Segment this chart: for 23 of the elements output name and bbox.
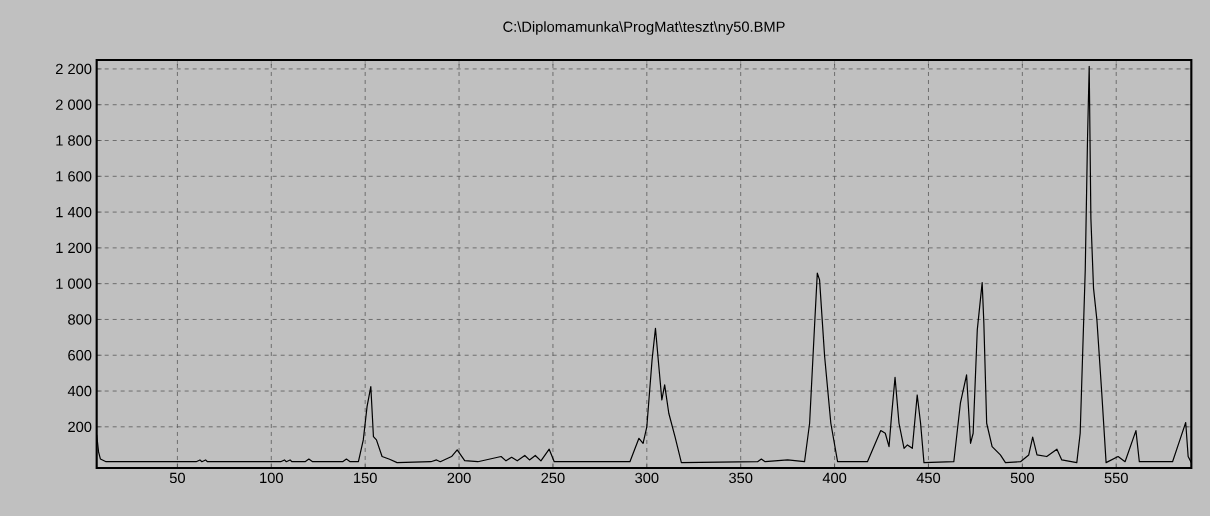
chart-title: C:\Diplomamunka\ProgMat\teszt\ny50.BMP (503, 21, 785, 35)
x-tick-label: 500 (1010, 472, 1034, 484)
x-tick-label: 200 (447, 472, 471, 484)
y-tick-label: 1 600 (56, 171, 92, 182)
x-tick-label: 300 (635, 472, 659, 484)
y-tick-label: 2 200 (56, 63, 92, 75)
y-tick-label: 200 (68, 421, 92, 433)
x-tick-label: 50 (169, 472, 185, 484)
y-tick-label: 400 (67, 385, 92, 397)
x-tick-label: 100 (260, 472, 283, 484)
x-tick-label: 250 (541, 472, 565, 484)
x-tick-label: 550 (1104, 472, 1128, 484)
y-tick-label: 1 800 (56, 135, 92, 146)
y-tick-label: 2 000 (56, 99, 92, 110)
x-tick-label: 400 (822, 472, 847, 484)
y-tick-label: 1 400 (56, 206, 92, 218)
y-tick-label: 800 (68, 314, 92, 325)
x-tick-label: 350 (729, 472, 753, 484)
y-tick-label: 1 000 (56, 278, 92, 289)
y-tick-label: 600 (68, 350, 92, 361)
x-tick-label: 150 (354, 472, 377, 484)
y-tick-label: 1 200 (56, 242, 92, 254)
x-tick-label: 450 (916, 472, 941, 484)
